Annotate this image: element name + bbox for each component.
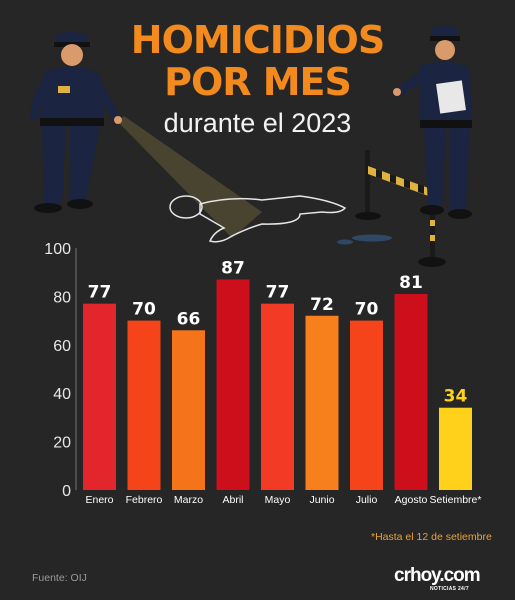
police-officer-with-flashlight-icon: [30, 32, 122, 213]
value-label: 66: [177, 309, 201, 329]
bar-setiembre: [439, 407, 472, 490]
y-tick-label: 20: [53, 435, 71, 452]
bar-enero: [83, 303, 116, 490]
category-label: Julio: [356, 494, 378, 506]
value-label: 70: [355, 300, 379, 320]
y-tick-label: 100: [44, 241, 71, 258]
police-officer-with-clipboard-icon: [393, 25, 472, 219]
brand-tagline: NOTICIAS 24/7: [430, 586, 469, 592]
category-label: Febrero: [126, 494, 163, 506]
category-label: Junio: [309, 494, 334, 506]
police-tape-barrier-icon: [355, 150, 446, 267]
blood-puddle: [337, 234, 392, 245]
category-label: Setiembre*: [430, 494, 482, 506]
flashlight-beam: [118, 116, 262, 238]
brand-logo: crhoy.com: [394, 565, 481, 586]
bar-agosto: [394, 293, 428, 490]
y-axis-ticks: 0 20 40 60 80 100: [44, 241, 71, 500]
bar-marzo: [172, 330, 205, 490]
value-label: 81: [399, 273, 423, 293]
value-label: 72: [310, 295, 334, 315]
body-outline-icon: [169, 195, 347, 243]
title-line-1: HOMICIDIOS: [130, 18, 385, 62]
category-label: Agosto: [395, 494, 428, 506]
category-label: Abril: [222, 494, 243, 506]
bars: [83, 279, 472, 490]
bar-febrero: [127, 320, 161, 490]
subtitle: durante el 2023: [163, 108, 352, 138]
title-line-2: POR MES: [164, 60, 352, 104]
category-label: Enero: [85, 494, 113, 506]
y-tick-label: 0: [62, 483, 71, 500]
y-tick-label: 40: [53, 386, 71, 403]
x-axis-labels: Enero Febrero Marzo Abril Mayo Junio Julio Agos…: [85, 494, 481, 506]
value-label: 77: [266, 283, 290, 303]
y-tick-label: 60: [53, 338, 71, 355]
bar-julio: [350, 320, 383, 490]
value-label: 70: [132, 300, 156, 320]
value-label: 34: [444, 387, 468, 407]
bar-mayo: [261, 303, 294, 490]
category-label: Mayo: [265, 494, 291, 506]
bar-abril: [216, 279, 250, 490]
value-labels: 77 70 66 87 77 72 70 81 34: [88, 258, 468, 406]
value-label: 87: [221, 258, 245, 278]
y-tick-label: 80: [53, 289, 71, 306]
bar-chart: 0 20 40 60 80 100 77 70 66 87 77 72 70 81 34 Enero Feb…: [44, 241, 481, 506]
category-label: Marzo: [174, 494, 203, 506]
value-label: 77: [88, 283, 112, 303]
footnote: *Hasta el 12 de setiembre: [371, 531, 492, 543]
source-text: Fuente: OIJ: [32, 572, 87, 584]
bar-junio: [305, 315, 339, 490]
